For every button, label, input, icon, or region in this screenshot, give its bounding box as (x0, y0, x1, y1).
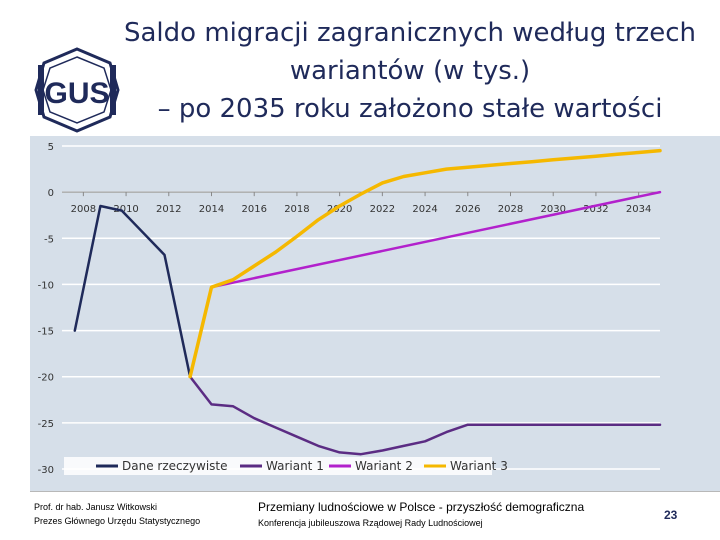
x-tick-label: 2024 (412, 204, 437, 215)
legend-label-4: Wariant 3 (450, 459, 508, 473)
x-tick-label: 2022 (370, 204, 395, 215)
legend-label-3: Wariant 2 (355, 459, 413, 473)
x-tick-label: 2018 (284, 204, 309, 215)
legend-box (64, 457, 492, 475)
x-tick-label: 2020 (327, 204, 352, 215)
logo-text: GUS (44, 77, 109, 110)
x-tick-label: 2032 (583, 204, 608, 215)
y-tick-label: 5 (48, 142, 54, 153)
y-tick-label: -25 (38, 419, 54, 430)
author-position: Prezes Głównego Urzędu Statystycznego (34, 516, 201, 526)
conference-title: Przemiany ludnościowe w Polsce - przyszł… (258, 500, 585, 514)
plot-area (62, 146, 660, 469)
page-number: 23 (664, 508, 678, 522)
x-tick-label: 2028 (498, 204, 523, 215)
gus-logo: GUS (32, 45, 122, 135)
series-line-3 (210, 190, 662, 289)
y-tick-label: -20 (38, 373, 54, 384)
y-tick-label: -15 (38, 327, 54, 338)
page-title: Saldo migracji zagranicznych według trze… (110, 14, 710, 128)
chart-svg: 5 0 -5 -10 -15 -20 -25 -30 2008 2010 2012 2014 2016 2… (30, 136, 720, 491)
legend-label-1: Dane rzeczywiste (122, 459, 228, 473)
title-line-3: – po 2035 roku założono stałe wartości (157, 94, 663, 124)
legend-label-2: Wariant 1 (266, 459, 324, 473)
x-tick-label: 2014 (199, 204, 224, 215)
author-block: Prof. dr hab. Janusz Witkowski Prezes Gł… (34, 500, 200, 528)
x-tick-label: 2010 (113, 204, 138, 215)
y-tick-label: -5 (44, 234, 54, 245)
footer-divider (30, 491, 720, 492)
x-tick-label: 2026 (455, 204, 480, 215)
y-tick-label: 0 (48, 188, 54, 199)
series-line-1 (73, 204, 192, 378)
y-tick-label: -30 (38, 465, 54, 476)
x-tick-label: 2008 (71, 204, 96, 215)
x-tick-label: 2016 (241, 204, 266, 215)
y-tick-label: -10 (38, 280, 54, 291)
series-line-4 (188, 148, 662, 379)
title-line-1: Saldo migracji zagranicznych według trze… (124, 18, 696, 48)
x-tick-label: 2034 (626, 204, 651, 215)
author-name: Prof. dr hab. Janusz Witkowski (34, 502, 158, 512)
conference-subtitle: Konferencja jubileuszowa Rządowej Rady L… (258, 518, 483, 528)
x-tick-label: 2012 (156, 204, 181, 215)
migration-chart: 5 0 -5 -10 -15 -20 -25 -30 2008 2010 2012 2014 2016 2… (0, 136, 720, 491)
title-line-2: wariantów (w tys.) (289, 56, 531, 86)
x-tick-label: 2030 (540, 204, 565, 215)
conference-block: Przemiany ludnościowe w Polsce - przyszł… (258, 498, 584, 530)
series-line-2 (188, 375, 662, 456)
